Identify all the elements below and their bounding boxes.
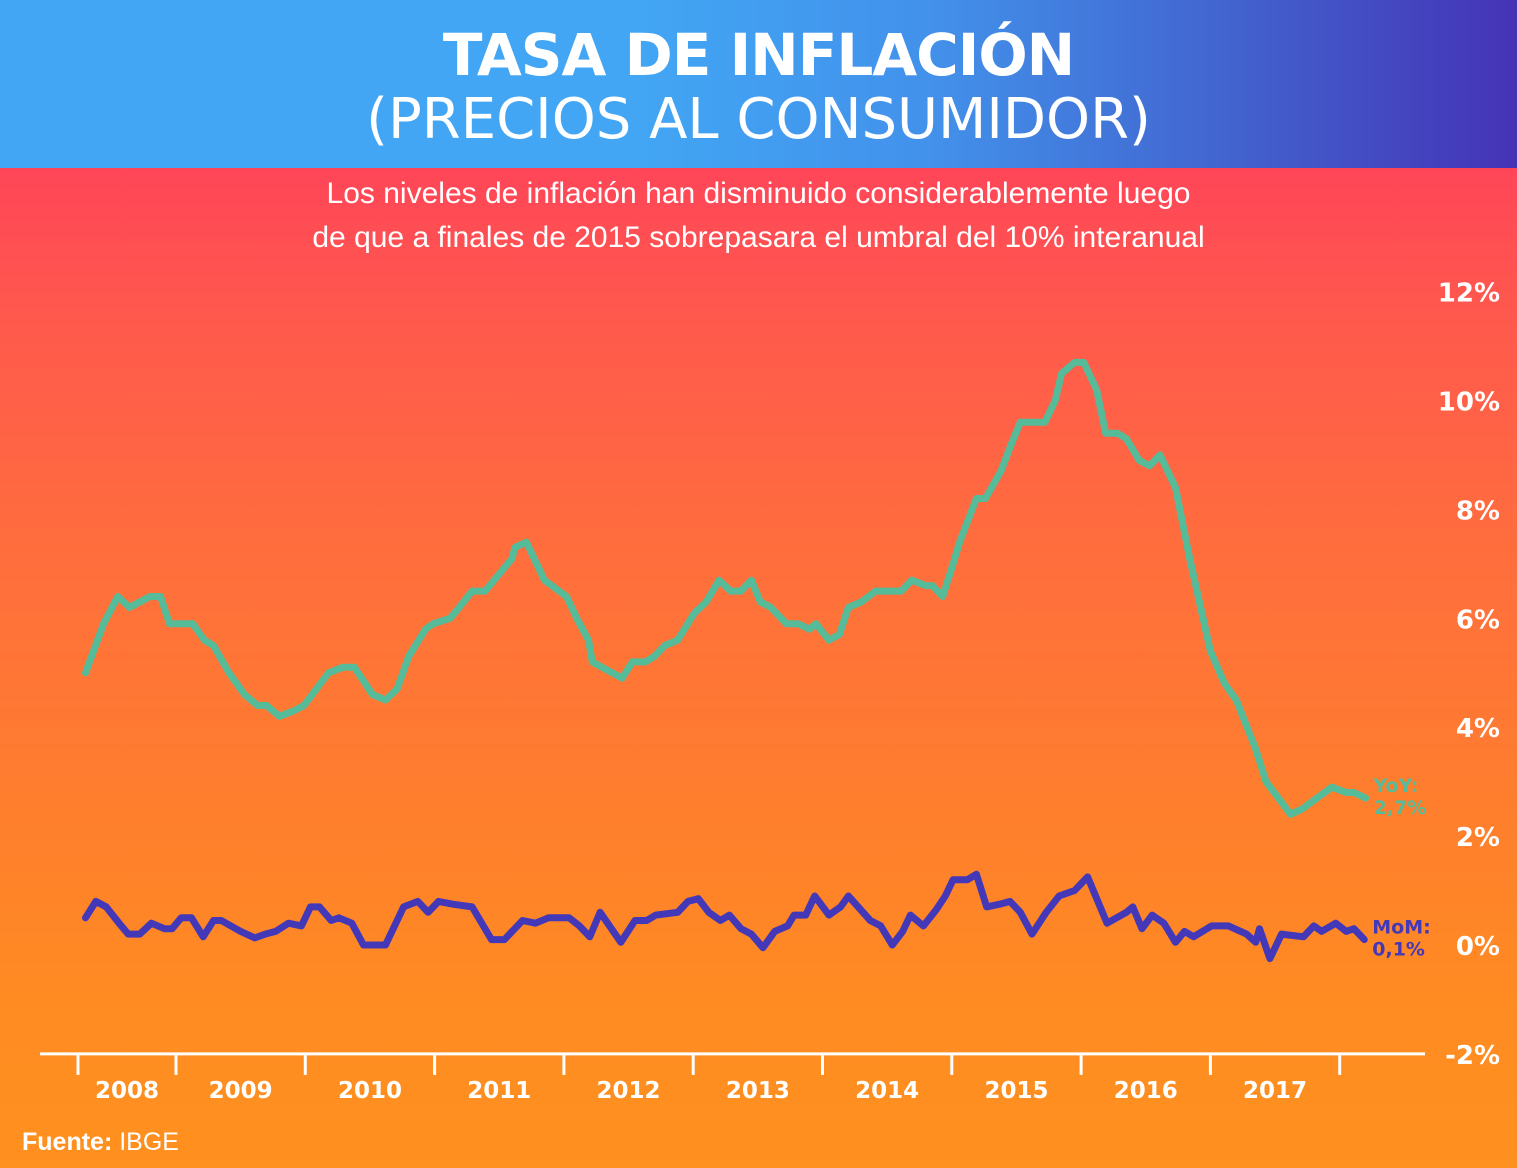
- series-line-yoy: [82, 358, 1370, 818]
- header-banner: TASA DE INFLACIÓN (PRECIOS AL CONSUMIDOR…: [0, 0, 1517, 168]
- y-tick-label: 0%: [1456, 932, 1500, 962]
- x-tick-label: 2011: [467, 1078, 531, 1104]
- x-axis: 2008 2009 2010 2011 2012 2013 2014 2015 2016 2017: [40, 1052, 1425, 1104]
- series-lines: [82, 358, 1370, 963]
- y-tick-label: 10%: [1438, 388, 1500, 418]
- end-value-yoy: 2,7%: [1374, 797, 1427, 819]
- source-label: Fuente:: [22, 1128, 113, 1156]
- y-axis-ticks: 12% 10% 8% 6% 4% 2% 0% -2%: [1438, 279, 1500, 1071]
- y-tick-label: 8%: [1456, 496, 1500, 526]
- y-tick-label: 12%: [1438, 279, 1500, 309]
- chart-title: TASA DE INFLACIÓN: [442, 21, 1075, 89]
- x-tick-label: 2014: [855, 1078, 919, 1104]
- end-label-mom: MoM:: [1372, 917, 1430, 939]
- chart-subtitle: Los niveles de inflación han disminuido …: [0, 172, 1517, 260]
- chart-title-line2: (PRECIOS AL CONSUMIDOR): [366, 87, 1151, 152]
- x-tick-label: 2013: [726, 1078, 790, 1104]
- x-tick-label: 2008: [95, 1078, 159, 1104]
- end-value-mom: 0,1%: [1372, 939, 1425, 961]
- y-tick-label: 2%: [1456, 823, 1500, 853]
- subtitle-line-1: Los niveles de inflación han disminuido …: [326, 177, 1191, 210]
- series-end-labels: YoY:2,7% MoM:0,1%: [1372, 775, 1430, 961]
- x-tick-label: 2017: [1243, 1078, 1307, 1104]
- x-tick-label: 2010: [338, 1078, 402, 1104]
- x-tick-label: 2015: [984, 1078, 1048, 1104]
- x-tick-label: 2009: [209, 1078, 273, 1104]
- y-tick-label: 4%: [1456, 714, 1500, 744]
- y-tick-label: 6%: [1456, 605, 1500, 635]
- series-line-mom: [82, 870, 1368, 963]
- x-tick-label: 2012: [597, 1078, 661, 1104]
- source-value: IBGE: [119, 1128, 179, 1156]
- y-tick-label: -2%: [1445, 1041, 1500, 1071]
- end-label-yoy: YoY:: [1373, 775, 1419, 797]
- x-tick-label: 2016: [1114, 1078, 1178, 1104]
- source-note: Fuente: IBGE: [22, 1128, 179, 1157]
- subtitle-line-2: de que a finales de 2015 sobrepasara el …: [312, 221, 1205, 254]
